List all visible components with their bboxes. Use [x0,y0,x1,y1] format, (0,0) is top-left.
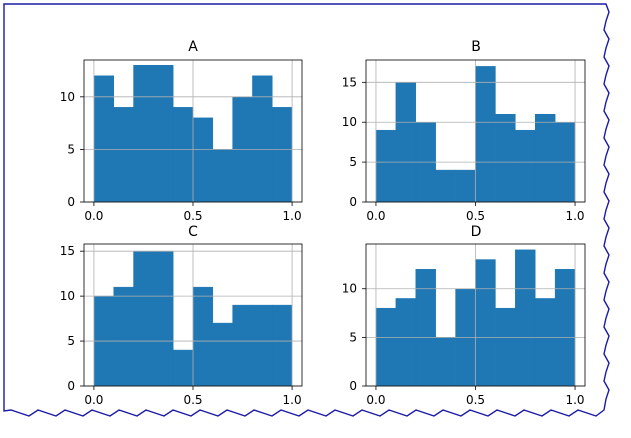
histogram-bar [375,129,397,203]
histogram-bar [375,307,397,387]
histogram-bar [113,286,134,387]
histogram-bar [113,107,134,203]
histogram-bar [252,304,273,387]
histogram-bar [212,322,233,387]
histogram-bar [153,250,174,387]
x-tick-label: 0.5 [183,209,202,223]
histogram-bar [515,249,536,387]
x-tick-label: 0.5 [466,393,485,407]
histogram-bar [415,269,436,387]
subplot-c: 0.0 0.5 1.0 0 5 10 15 C [60,224,303,407]
y-tick-label: 10 [60,289,75,303]
subplot-a: 0.0 0.5 1.0 0 5 10 A [60,39,303,223]
x-tick-label: 0.0 [84,209,103,223]
histogram-bar [495,113,516,203]
histogram-bar [133,65,154,203]
x-tick-label: 1.0 [565,393,584,407]
histogram-bar [475,66,496,203]
histogram-bar [192,286,214,387]
subplot-title: D [471,224,482,240]
x-tick-label: 1.0 [283,393,302,407]
histogram-bar [455,169,476,203]
y-tick-label: 5 [349,155,357,169]
histogram-bar [192,117,214,203]
y-tick-label: 0 [349,195,357,209]
histogram-bar [395,298,417,387]
y-tick-label: 15 [60,244,75,258]
x-tick-label: 0.0 [84,393,103,407]
histogram-bar [395,82,417,203]
x-tick-label: 0.5 [466,209,485,223]
histogram-bar [534,113,556,203]
histogram-bar [495,307,516,387]
y-tick-label: 0 [67,379,75,393]
y-tick-label: 0 [349,379,357,393]
x-tick-label: 0.5 [183,393,202,407]
histogram-bar [515,129,536,203]
subplot-d: 0.0 0.5 1.0 0 5 10 D [342,224,586,407]
histogram-bar [212,149,233,203]
subplot-b: 0.0 0.5 1.0 0 5 10 15 B [342,39,586,223]
histogram-bar [133,250,154,387]
x-tick-label: 1.0 [565,209,584,223]
histogram-bar [435,169,456,203]
histogram-bar [272,107,293,203]
histogram-bar [252,75,273,203]
histogram-bar [153,65,174,203]
histogram-bar [475,259,496,387]
y-tick-label: 5 [349,330,357,344]
subplot-title: A [188,39,198,55]
y-tick-label: 10 [342,282,357,296]
histogram-bar [554,269,576,387]
histogram-bar [435,337,456,387]
histogram-bar [272,304,293,387]
x-tick-label: 0.0 [366,209,385,223]
y-tick-label: 0 [67,195,75,209]
subplot-title: C [188,224,198,240]
x-tick-label: 1.0 [283,209,302,223]
histogram-bar [534,298,556,387]
histogram-bar [232,304,253,387]
y-tick-label: 10 [342,115,357,129]
y-tick-label: 15 [342,75,357,89]
y-tick-label: 5 [67,334,75,348]
y-tick-label: 5 [67,142,75,156]
histogram-bar [172,107,194,203]
subplot-title: B [471,39,481,55]
histogram-bar [172,349,194,387]
histogram-bar [93,75,114,203]
x-tick-label: 0.0 [366,393,385,407]
y-tick-label: 10 [60,90,75,104]
